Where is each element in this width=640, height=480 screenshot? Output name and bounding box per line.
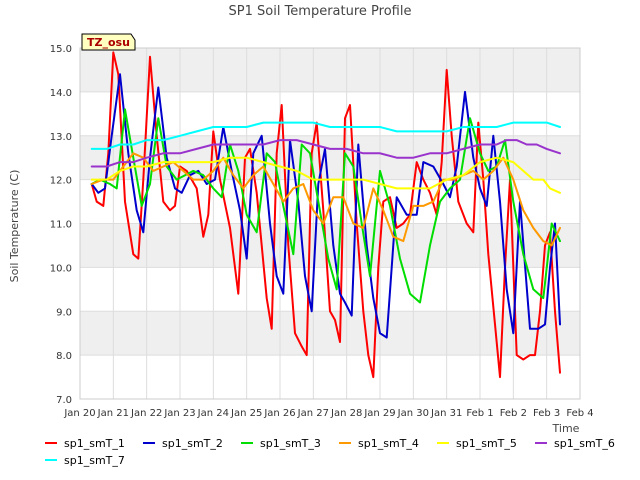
legend-label-sp1-smT-6: sp1_smT_6	[554, 436, 615, 450]
chart-title: SP1 Soil Temperature Profile	[229, 4, 412, 19]
legend-item-sp1-smT-6: sp1_smT_6	[535, 436, 615, 450]
tz-badge-box	[81, 33, 136, 51]
x-tick-label: Jan 25	[230, 408, 262, 419]
x-tick-label: Jan 21	[97, 408, 129, 419]
x-tick-label: Jan 26	[263, 408, 295, 419]
series-line-sp1_smT_5	[90, 156, 561, 194]
legend-label-sp1-smT-3: sp1_smT_3	[260, 436, 321, 450]
legend-swatch-sp1-smT-6	[535, 442, 547, 444]
y-tick-label: 14.0	[50, 88, 72, 99]
y-tick-labels: 7.0 8.0 9.0 10.0 11.0 12.0 13.0 14.0 15.0	[50, 44, 72, 406]
x-tick-label: Jan 31	[430, 408, 462, 419]
x-tick-label: Jan 20	[63, 408, 95, 419]
x-tick-label: Jan 23	[163, 408, 195, 419]
legend-item-sp1-smT-4: sp1_smT_4	[339, 436, 419, 450]
series-line-sp1_smT_1	[90, 51, 561, 379]
x-tick-labels: Jan 20 Jan 21 Jan 22 Jan 23 Jan 24 Jan 25 Jan …	[63, 408, 593, 419]
legend-item-sp1-smT-2: sp1_smT_2	[143, 436, 223, 450]
y-axis-label: Soil Temperature (C)	[8, 170, 21, 283]
x-tick-label: Jan 28	[330, 408, 362, 419]
y-tick-label: 13.0	[50, 132, 72, 143]
legend-item-sp1-smT-7: sp1_smT_7	[45, 453, 125, 467]
series-line-sp1_smT_6	[90, 139, 561, 168]
y-tick-label: 9.0	[56, 307, 72, 318]
plot-band	[80, 48, 580, 92]
x-tick-label: Feb 3	[533, 408, 560, 419]
legend-label-sp1-smT-2: sp1_smT_2	[162, 436, 223, 450]
tz-badge-text: TZ_osu	[87, 36, 130, 49]
legend-swatch-sp1-smT-2	[143, 442, 155, 444]
x-axis-label: Time	[552, 422, 580, 435]
x-tick-label: Jan 30	[397, 408, 429, 419]
x-tick-label: Jan 29	[363, 408, 395, 419]
x-tick-label: Jan 24	[197, 408, 229, 419]
x-tick-label: Feb 2	[500, 408, 527, 419]
x-tick-label: Jan 27	[297, 408, 329, 419]
plot-frame	[79, 47, 581, 400]
legend-swatch-sp1-smT-3	[241, 442, 253, 444]
x-tick-label: Jan 22	[130, 408, 162, 419]
y-tick-label: 12.0	[50, 176, 72, 187]
legend-swatch-sp1-smT-4	[339, 442, 351, 444]
y-tick-label: 15.0	[50, 44, 72, 55]
y-tick-label: 7.0	[56, 395, 72, 406]
legend-item-sp1-smT-1: sp1_smT_1	[45, 436, 125, 450]
y-tick-label: 8.0	[56, 351, 72, 362]
y-tick-label: 10.0	[50, 263, 72, 274]
y-tick-label: 11.0	[50, 220, 72, 231]
legend-label-sp1-smT-7: sp1_smT_7	[64, 453, 125, 467]
plot-band	[80, 223, 580, 268]
tz-badge: TZ_osu	[81, 33, 136, 51]
x-tick-label: Feb 4	[566, 408, 593, 419]
x-tick-label: Feb 1	[466, 408, 493, 419]
legend-item-sp1-smT-5: sp1_smT_5	[437, 436, 517, 450]
legend-swatch-sp1-smT-7	[45, 459, 57, 461]
series-layer	[90, 51, 561, 379]
legend-item-sp1-smT-3: sp1_smT_3	[241, 436, 321, 450]
legend-label-sp1-smT-4: sp1_smT_4	[358, 436, 419, 450]
series-line-sp1_smT_7	[90, 121, 561, 150]
legend-swatch-sp1-smT-1	[45, 442, 57, 444]
series-line-sp1_smT_3	[90, 108, 561, 304]
legend-label-sp1-smT-5: sp1_smT_5	[456, 436, 517, 450]
legend-label-sp1-smT-1: sp1_smT_1	[64, 436, 125, 450]
plot-band	[80, 311, 580, 356]
legend-swatch-sp1-smT-5	[437, 442, 449, 444]
